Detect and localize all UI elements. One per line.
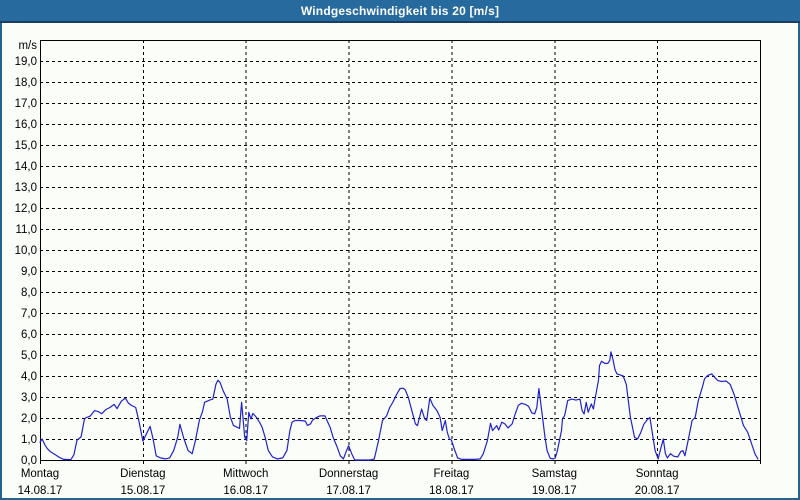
y-axis-label: 12,0	[15, 203, 37, 215]
day-name-label: Freitag	[434, 468, 470, 480]
y-axis-label: 7,0	[21, 308, 37, 320]
y-axis-label: 4,0	[21, 371, 37, 383]
day-name-label: Samstag	[532, 468, 577, 480]
y-gridlines	[40, 61, 760, 440]
y-axis-label: 9,0	[21, 266, 37, 278]
day-date-label: 18.08.17	[429, 485, 474, 497]
y-axis-label: 10,0	[15, 245, 37, 257]
y-unit-label: m/s	[18, 40, 37, 52]
y-axis-label: 5,0	[21, 350, 37, 362]
y-axis-label: 1,0	[21, 434, 37, 446]
plot-border	[40, 40, 761, 461]
y-axis-label: 11,0	[15, 224, 37, 236]
day-date-label: 14.08.17	[18, 485, 63, 497]
y-axis-label: 0,0	[21, 455, 37, 467]
y-axis-label: 15,0	[15, 140, 37, 152]
x-axis-ticks	[40, 460, 761, 464]
day-name-label: Donnerstag	[319, 468, 378, 480]
day-name-label: Sonntag	[636, 468, 679, 480]
y-axis-label: 18,0	[15, 77, 37, 89]
wind-speed-line	[39, 351, 759, 461]
window-title: Windgeschwindigkeit bis 20 [m/s]	[300, 3, 500, 18]
day-date-label: 17.08.17	[326, 485, 371, 497]
day-name-label: Mittwoch	[223, 468, 268, 480]
titlebar: Windgeschwindigkeit bis 20 [m/s]	[0, 0, 800, 23]
y-axis-label: 14,0	[15, 161, 37, 173]
day-name-label: Dienstag	[120, 468, 165, 480]
day-name-label: Montag	[21, 468, 59, 480]
day-date-label: 20.08.17	[635, 485, 680, 497]
day-date-label: 15.08.17	[120, 485, 165, 497]
day-date-label: 16.08.17	[223, 485, 268, 497]
y-axis-labels: 0,0 1,0 2,0 3,0 4,0 5,0 6,0 7,0 8,0 9,0 10,0 11,0 12…	[15, 40, 38, 467]
y-axis-label: 19,0	[15, 56, 37, 68]
y-axis-label: 17,0	[15, 98, 37, 110]
day-gridlines	[142, 40, 659, 460]
y-axis-label: 16,0	[15, 119, 37, 131]
x-axis-day-labels: Montag 14.08.17 Dienstag 15.08.17 Mittwoch 16…	[18, 468, 680, 497]
y-axis-label: 2,0	[21, 413, 37, 425]
y-axis-label: 6,0	[21, 329, 37, 341]
y-axis-label: 13,0	[15, 182, 37, 194]
y-axis-label: 8,0	[21, 287, 37, 299]
day-date-label: 19.08.17	[532, 485, 577, 497]
y-axis-label: 3,0	[21, 392, 37, 404]
